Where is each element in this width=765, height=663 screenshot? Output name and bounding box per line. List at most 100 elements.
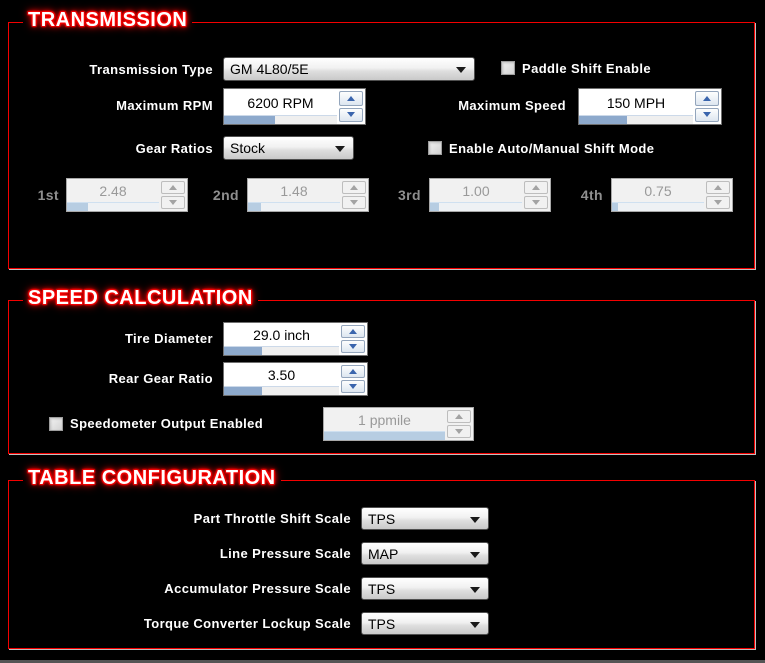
tire-diameter-up-button[interactable]	[341, 325, 365, 338]
tire-diameter-down-button[interactable]	[341, 340, 365, 353]
torque-converter-lockup-scale-label: Torque Converter Lockup Scale	[143, 616, 351, 631]
dropdown-arrow-icon	[470, 551, 480, 558]
down-arrow-icon	[349, 344, 357, 349]
down-arrow-icon	[703, 112, 711, 118]
gear-4-up-button	[706, 181, 730, 194]
speedometer-output-down-button	[447, 425, 471, 438]
gear-ratios-select[interactable]: Stock	[223, 136, 354, 160]
rear-gear-ratio-input[interactable]: 3.50	[224, 363, 339, 395]
speed-calculation-section: SPEED CALCULATION Tire Diameter 29.0 inc…	[8, 287, 755, 454]
transmission-section-title: TRANSMISSION	[23, 9, 193, 32]
gear-4-progress-fill	[612, 203, 619, 211]
transmission-type-select[interactable]: GM 4L80/5E	[223, 57, 475, 81]
maximum-rpm-progress-track	[224, 115, 337, 124]
gear-4-down-button	[706, 196, 730, 209]
part-throttle-shift-scale-value: TPS	[368, 510, 396, 527]
maximum-speed-progress-track	[579, 115, 693, 124]
up-arrow-icon	[532, 185, 540, 190]
up-arrow-icon	[349, 369, 357, 374]
gear-2-input: 1.48	[248, 179, 340, 211]
tire-diameter-label: Tire Diameter	[124, 331, 213, 346]
torque-converter-lockup-scale-value: TPS	[368, 615, 396, 632]
maximum-rpm-spinner: 6200 RPM	[223, 88, 366, 125]
maximum-speed-up-button[interactable]	[695, 91, 719, 106]
gear-1-spin-buttons	[159, 179, 187, 211]
down-arrow-icon	[169, 200, 177, 205]
gear-2-spinner: 1.48	[247, 178, 369, 212]
tire-diameter-progress-fill	[224, 347, 262, 355]
tire-diameter-value: 29.0 inch	[253, 327, 310, 343]
maximum-speed-progress-fill	[579, 116, 627, 124]
speed-calculation-section-title: SPEED CALCULATION	[23, 287, 258, 310]
up-arrow-icon	[350, 185, 358, 190]
maximum-rpm-down-button[interactable]	[339, 107, 363, 122]
rear-gear-ratio-spin-buttons	[339, 363, 367, 395]
down-arrow-icon	[455, 429, 463, 434]
accumulator-pressure-scale-label: Accumulator Pressure Scale	[164, 581, 351, 596]
dropdown-arrow-icon	[470, 621, 480, 628]
maximum-speed-spin-buttons	[693, 89, 721, 124]
gear-ratios-label: Gear Ratios	[135, 141, 213, 156]
gear-3-progress-fill	[430, 203, 440, 211]
maximum-speed-input[interactable]: 150 MPH	[579, 89, 693, 124]
gear-2-spin-buttons	[340, 179, 368, 211]
rear-gear-ratio-label: Rear Gear Ratio	[108, 371, 213, 386]
part-throttle-shift-scale-select[interactable]: TPS	[361, 507, 489, 530]
speedometer-output-checkbox[interactable]	[49, 417, 63, 431]
accumulator-pressure-scale-select[interactable]: TPS	[361, 577, 489, 600]
part-throttle-shift-scale-label: Part Throttle Shift Scale	[193, 511, 351, 526]
maximum-speed-value: 150 MPH	[606, 94, 666, 111]
table-configuration-section-title: TABLE CONFIGURATION	[23, 467, 281, 490]
gear-2-progress-track	[248, 202, 340, 211]
gear-3-up-button	[524, 181, 548, 194]
gear-1-progress-fill	[67, 203, 89, 211]
up-arrow-icon	[703, 95, 711, 101]
maximum-rpm-up-button[interactable]	[339, 91, 363, 106]
speedometer-output-spin-buttons	[445, 408, 473, 440]
rear-gear-ratio-down-button[interactable]	[341, 380, 365, 393]
rear-gear-ratio-progress-track	[224, 386, 339, 395]
gear-ratios-value: Stock	[230, 140, 266, 156]
tire-diameter-progress-track	[224, 346, 339, 355]
torque-converter-lockup-scale-select[interactable]: TPS	[361, 612, 489, 635]
window-bottom-edge	[0, 660, 765, 663]
line-pressure-scale-select[interactable]: MAP	[361, 542, 489, 565]
table-configuration-section: TABLE CONFIGURATION Part Throttle Shift …	[8, 467, 755, 649]
gear-1-value: 2.48	[99, 183, 127, 199]
gear-2-progress-fill	[248, 203, 261, 211]
paddle-shift-checkbox[interactable]	[501, 61, 515, 75]
maximum-rpm-value: 6200 RPM	[247, 94, 314, 111]
rear-gear-ratio-spinner: 3.50	[223, 362, 368, 396]
gear-1-input: 2.48	[67, 179, 159, 211]
gear-3-spinner: 1.00	[429, 178, 551, 212]
speedometer-output-spinner: 1 ppmile	[323, 407, 474, 441]
maximum-rpm-progress-fill	[224, 116, 275, 124]
maximum-rpm-label: Maximum RPM	[116, 98, 213, 113]
maximum-speed-down-button[interactable]	[695, 107, 719, 122]
down-arrow-icon	[532, 200, 540, 205]
auto-manual-shift-checkbox[interactable]	[428, 141, 442, 155]
gear-2-value: 1.48	[280, 183, 308, 199]
down-arrow-icon	[349, 384, 357, 389]
gear-2-up-button	[342, 181, 366, 194]
maximum-rpm-input[interactable]: 6200 RPM	[224, 89, 337, 124]
tire-diameter-input[interactable]: 29.0 inch	[224, 323, 339, 355]
accumulator-pressure-scale-value: TPS	[368, 580, 396, 597]
speedometer-output-progress-fill	[324, 432, 445, 440]
gear-1-progress-track	[67, 202, 159, 211]
dropdown-arrow-icon	[335, 146, 345, 152]
gear-1-down-button	[161, 196, 185, 209]
gear-3-value: 1.00	[462, 183, 490, 199]
speedometer-output-progress-track	[324, 431, 445, 440]
dropdown-arrow-icon	[456, 67, 466, 73]
speedometer-output-label: Speedometer Output Enabled	[70, 416, 264, 431]
line-pressure-scale-label: Line Pressure Scale	[219, 546, 351, 561]
gear-1-label: 1st	[37, 187, 59, 203]
down-arrow-icon	[350, 200, 358, 205]
speedometer-output-up-button	[447, 410, 471, 423]
tire-diameter-spin-buttons	[339, 323, 367, 355]
gear-4-spin-buttons	[704, 179, 732, 211]
up-arrow-icon	[347, 95, 355, 101]
maximum-rpm-spin-buttons	[337, 89, 365, 124]
rear-gear-ratio-up-button[interactable]	[341, 365, 365, 378]
